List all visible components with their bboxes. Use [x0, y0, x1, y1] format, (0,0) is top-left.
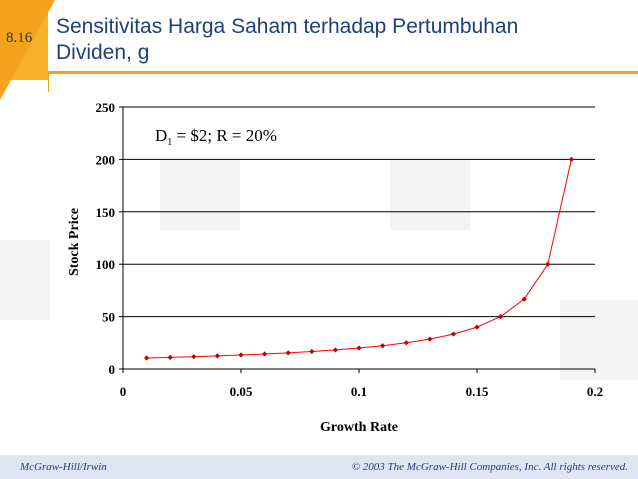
- title-underline: [48, 71, 638, 74]
- y-tick-label: 100: [96, 257, 116, 272]
- data-point: [568, 156, 574, 162]
- data-point: [498, 314, 504, 320]
- y-tick-label: 150: [96, 205, 116, 220]
- axes: [122, 107, 595, 370]
- data-point: [450, 331, 456, 337]
- slide-title-line2: Dividen, g: [56, 41, 150, 64]
- x-tick-label: 0: [120, 384, 127, 399]
- x-tick-label: 0.2: [587, 384, 603, 399]
- stock-price-chart: 0 50 100 150 200 250 0 0.05 0.1 0.15 0.2 Stock Pr…: [67, 100, 603, 435]
- data-point: [545, 261, 551, 267]
- x-axis-ticks: 0 0.05 0.1 0.15 0.2: [120, 369, 603, 399]
- slide-number: 8.16: [6, 30, 33, 46]
- series-markers: [144, 156, 574, 361]
- data-point: [214, 353, 220, 359]
- slide-title: Sensitivitas Harga Saham terhadap Pertum…: [56, 14, 616, 66]
- x-tick-label: 0.05: [230, 384, 253, 399]
- annotation-main: D: [155, 126, 167, 145]
- y-tick-label: 200: [96, 152, 116, 167]
- title-tick: [48, 74, 49, 92]
- annotation-rest: = $2; R = 20%: [172, 126, 277, 145]
- data-point: [309, 348, 315, 355]
- y-axis-ticks: 0 50 100 150 200 250: [96, 100, 123, 377]
- background-tile: [0, 240, 50, 320]
- data-point: [191, 354, 197, 360]
- series-line: [146, 159, 572, 359]
- grid-lines: [123, 106, 595, 318]
- corner-triangle: [0, 0, 55, 100]
- data-point: [238, 352, 244, 358]
- chart-annotation: D1 = $2; R = 20%: [155, 126, 277, 148]
- data-point: [403, 340, 409, 346]
- x-tick-label: 0.1: [351, 384, 367, 399]
- background-tile: [160, 160, 240, 230]
- data-point: [332, 347, 338, 353]
- y-tick-label: 50: [102, 310, 115, 325]
- background-tile: [390, 160, 470, 230]
- x-tick-label: 0.15: [466, 384, 489, 399]
- data-point: [356, 345, 362, 351]
- footer-copyright: © 2003 The McGraw-Hill Companies, Inc. A…: [351, 461, 628, 473]
- data-point: [285, 350, 291, 356]
- slide-title-line1: Sensitivitas Harga Saham terhadap Pertum…: [56, 15, 519, 38]
- y-tick-label: 250: [96, 100, 116, 115]
- footer-bar: [0, 455, 638, 479]
- data-point: [144, 355, 150, 361]
- y-tick-label: 0: [109, 362, 116, 377]
- y-axis-label: Stock Price: [67, 208, 82, 276]
- data-point: [167, 354, 173, 360]
- data-point: [427, 336, 433, 342]
- series-polyline: [146, 159, 572, 359]
- data-point: [521, 296, 527, 302]
- annotation-subscript: 1: [167, 137, 172, 148]
- x-axis-label: Growth Rate: [320, 420, 398, 435]
- footer-publisher: McGraw-Hill/Irwin: [20, 461, 107, 473]
- background-tile: [560, 300, 638, 380]
- data-point: [380, 343, 386, 349]
- data-point: [474, 324, 480, 330]
- data-point: [262, 351, 268, 357]
